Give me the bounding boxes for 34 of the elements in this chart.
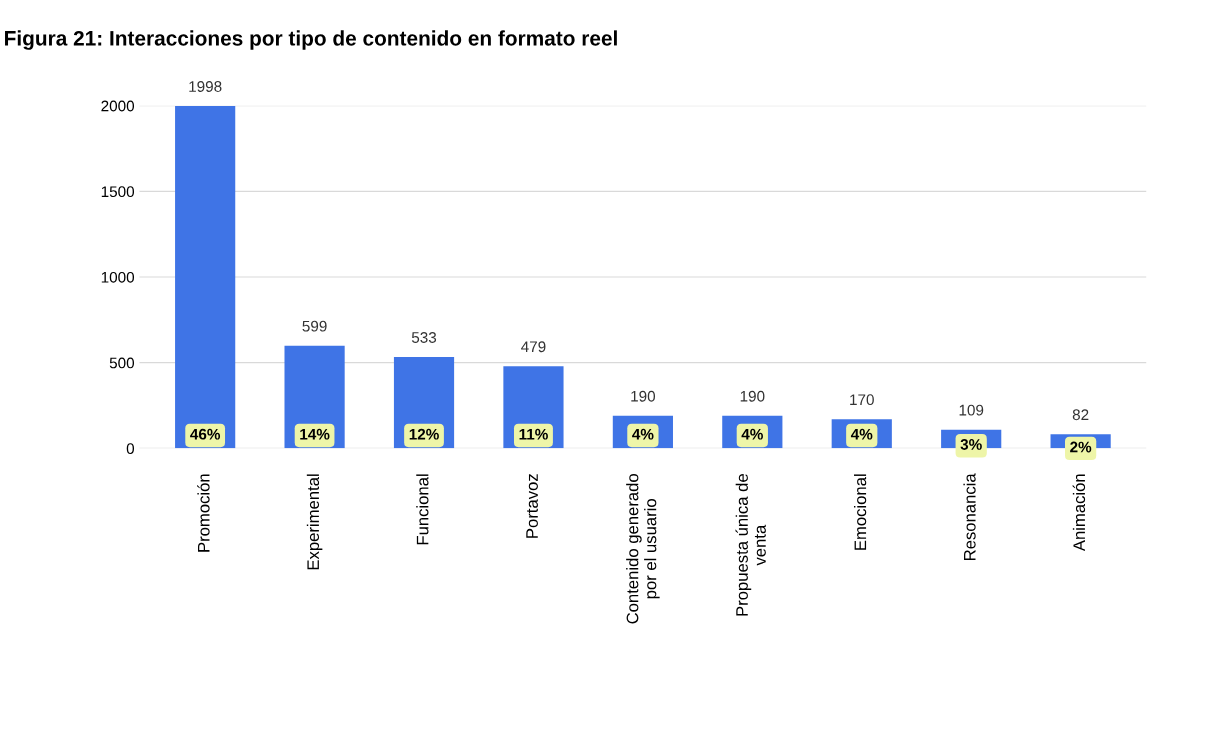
x-tick-label: Contenido generado por el usuario [626,474,660,624]
x-tick-label: Experimental [306,474,323,570]
annotation: 3% [960,439,982,450]
y-tick-label: 500 [109,357,135,369]
data-label: 599 [302,320,327,332]
x-tick-label: Portavoz [526,474,538,538]
y-tick-label: 1000 [101,271,135,283]
annotation: 12% [409,428,439,440]
annotation: 4% [850,428,873,440]
x-tick-label: Propuesta única de venta [735,474,766,616]
annotation: 4% [632,428,654,440]
bar [175,106,236,449]
chart-title: Figura 21: Interacciones por tipo de contenido en formato reel [5,30,617,50]
y-tick-label: 0 [126,443,135,455]
data-label: 1998 [189,81,222,92]
x-tick-label: Resonancia [963,473,976,560]
data-label: 82 [1072,409,1089,421]
x-tick-label: Emocional [853,474,867,550]
y-tick-label: 1500 [101,186,135,198]
data-label: 190 [631,390,656,402]
data-label: 109 [959,404,984,416]
x-tick-label: Promoción [197,474,210,552]
x-tick-label: Funcional [416,474,429,545]
data-label: 479 [521,341,546,353]
annotation: 4% [741,428,763,440]
annotation: 46% [190,428,221,440]
annotation: 11% [519,428,548,440]
x-tick-label: Animación [1072,474,1086,552]
y-tick-label: 2000 [101,100,135,112]
annotation: 2% [1070,441,1092,453]
data-label: 170 [850,394,874,406]
data-label: 190 [740,390,765,402]
annotation: 14% [300,428,330,440]
data-label: 533 [411,332,437,343]
